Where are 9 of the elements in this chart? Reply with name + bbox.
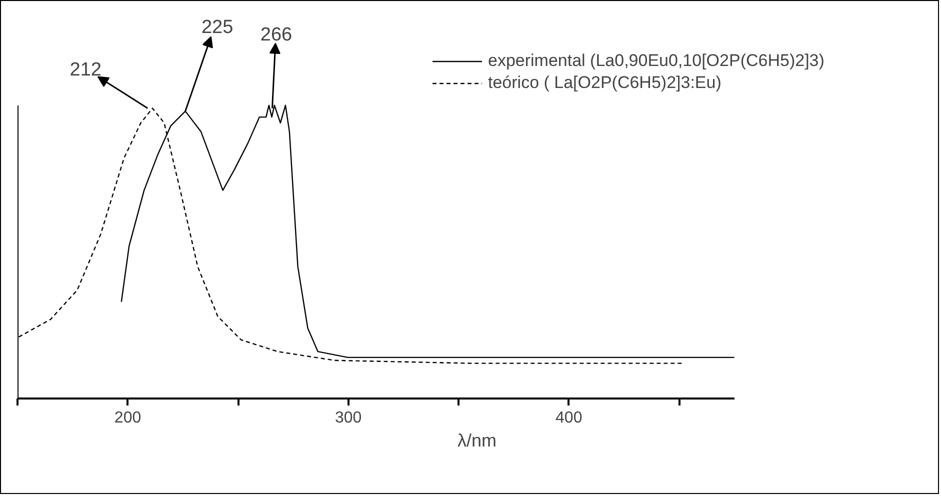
x-tick-label: 300 <box>334 410 362 426</box>
x-tick-label: 400 <box>556 410 582 426</box>
annotation: 212 <box>70 59 102 80</box>
annotation: 266 <box>260 24 292 46</box>
x-tick-label: 200 <box>114 410 142 426</box>
x-axis-title: λ/nm <box>457 430 497 450</box>
legend-label: teórico ( La[O2P(C6H5)2]3:Eu) <box>488 73 722 93</box>
legend-label: experimental (La0,90Eu0,10[O2P(C6H5)2]3) <box>488 51 824 71</box>
annotation: 225 <box>201 17 234 38</box>
